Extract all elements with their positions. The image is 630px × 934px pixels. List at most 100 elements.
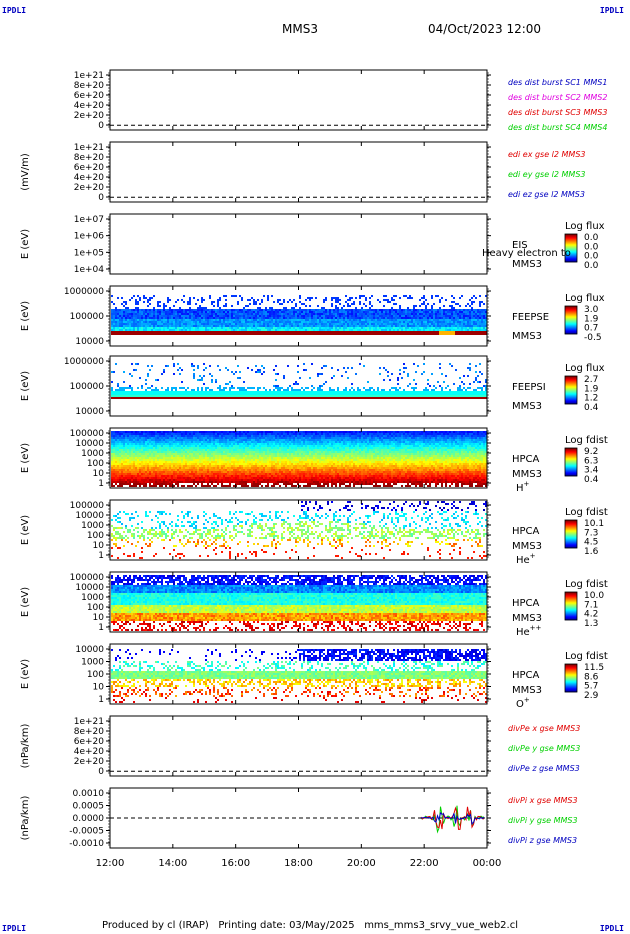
time-tick-label: 18:00 <box>284 858 313 869</box>
time-tick-label: 22:00 <box>410 858 439 869</box>
colorbar-title: Log flux <box>565 293 605 304</box>
y-axis-label: E (eV) <box>20 515 31 545</box>
y-tick-label: 10000 <box>75 407 104 417</box>
colorbar-tick: 1.9 <box>584 384 599 394</box>
y-tick-label: 10 <box>93 541 105 551</box>
y-tick-label: 1000 <box>81 449 104 459</box>
y-tick-label: 10000 <box>75 439 104 449</box>
colorbar-tick: 9.2 <box>584 447 598 457</box>
colorbar-tick: 1.9 <box>584 314 599 324</box>
y-tick-label: 1 <box>98 695 104 705</box>
y-tick-label: 4e+20 <box>74 101 105 111</box>
y-tick-label: 2e+20 <box>74 757 105 767</box>
time-tick-label: 20:00 <box>347 858 376 869</box>
panel-feepse <box>106 285 578 347</box>
y-tick-label: 0.0005 <box>73 802 105 812</box>
legend-entry: des dist burst SC1 MMS1 <box>508 78 607 87</box>
legend-entry: divPi x gse MMS3 <box>508 796 578 805</box>
colorbar-tick: 0.0 <box>584 233 599 243</box>
footer-credits: Produced by cl (IRAP) Printing date: 03/… <box>102 920 519 931</box>
spacecraft-label: MMS3 <box>512 685 542 696</box>
instrument-label: HPCA <box>512 670 540 681</box>
y-axis-label: E (eV) <box>20 587 31 617</box>
y-tick-label: 100 <box>87 459 104 469</box>
y-axis-label: (nPa/km) <box>20 724 31 769</box>
species-label: He++ <box>516 624 542 638</box>
colorbar-tick: 7.3 <box>584 528 598 538</box>
y-tick-label: 0.0010 <box>73 789 105 799</box>
colorbar-tick: 0.0 <box>584 252 599 262</box>
y-tick-label: 0 <box>98 121 104 131</box>
colorbar-frame <box>564 519 578 549</box>
legend-entry: des dist burst SC2 MMS2 <box>508 93 607 102</box>
y-tick-label: 100 <box>87 603 104 613</box>
corner-label-top-left: IPDLI <box>2 6 27 15</box>
y-tick-label: 1000 <box>81 521 104 531</box>
corner-label-top-right: IPDLI <box>599 6 624 15</box>
y-tick-label: 8e+20 <box>74 81 105 91</box>
time-tick-label: 14:00 <box>158 858 187 869</box>
instrument-label: FEEPSI <box>512 382 546 393</box>
colorbar-tick: -0.5 <box>584 333 602 343</box>
colorbar-frame <box>564 447 578 477</box>
legend-entry: divPi y gse MMS3 <box>508 816 578 825</box>
y-axis-label: E (eV) <box>20 301 31 331</box>
header-spacecraft: MMS3 <box>282 22 318 36</box>
y-tick-label: 2e+20 <box>74 183 105 193</box>
panel-hpca_o <box>106 643 578 705</box>
panel-hpca_hepp <box>106 571 578 633</box>
colorbar-tick: 2.7 <box>584 375 598 385</box>
y-tick-label: 1000000 <box>64 357 104 367</box>
colorbar-tick: 10.0 <box>584 591 604 601</box>
y-tick-label: 10000 <box>75 645 104 655</box>
y-tick-label: 100000 <box>70 312 105 322</box>
y-tick-label: 4e+20 <box>74 747 105 757</box>
panel-frame <box>109 715 488 777</box>
species-label: He+ <box>516 552 536 566</box>
legend-entry: des dist burst SC4 MMS4 <box>508 123 607 132</box>
y-tick-label: 10 <box>93 469 105 479</box>
colorbar-tick: 1.2 <box>584 394 598 404</box>
y-tick-label: 10 <box>93 683 105 693</box>
y-tick-label: 100000 <box>70 501 105 511</box>
colorbar-tick: 7.1 <box>584 600 598 610</box>
spacecraft-label: MMS3 <box>512 331 542 342</box>
y-tick-label: 1e+05 <box>74 248 104 258</box>
panel-dist <box>106 69 491 131</box>
y-tick-label: 100000 <box>70 429 105 439</box>
colorbar-frame <box>564 305 578 335</box>
instrument-label: HPCA <box>512 598 540 609</box>
legend-entry: edi ey gse l2 MMS3 <box>508 170 586 179</box>
spacecraft-label: MMS3 <box>512 541 542 552</box>
spacecraft-label: MMS3 <box>512 469 542 480</box>
y-tick-label: 10 <box>93 613 105 623</box>
colorbar-tick: 3.0 <box>584 305 599 315</box>
instrument-label: HPCA <box>512 526 540 537</box>
y-tick-label: -0.0010 <box>69 839 104 849</box>
y-tick-label: 6e+20 <box>74 91 105 101</box>
legend-entry: divPi z gse MMS3 <box>508 836 577 845</box>
y-tick-label: 1e+06 <box>74 232 105 242</box>
y-tick-label: 1e+04 <box>74 265 105 275</box>
y-tick-label: 100000 <box>70 573 105 583</box>
panel-divpe <box>106 715 491 777</box>
colorbar-tick: 1.6 <box>584 547 599 557</box>
y-tick-label: 0.0000 <box>73 814 105 824</box>
colorbar-title: Log fdist <box>565 579 608 590</box>
colorbar-title: Log fdist <box>565 651 608 662</box>
colorbar-frame <box>564 663 578 693</box>
y-tick-label: 100 <box>87 670 104 680</box>
colorbar-title: Log fdist <box>565 435 608 446</box>
y-tick-label: 1e+07 <box>74 215 104 225</box>
colorbar-tick: 8.6 <box>584 672 599 682</box>
corner-label-bottom-right: IPDLI <box>599 924 624 933</box>
colorbar-tick: 0.7 <box>584 324 598 334</box>
colorbar-tick: 0.0 <box>584 261 599 271</box>
colorbar-title: Log flux <box>565 363 605 374</box>
colorbar-frame <box>564 375 578 405</box>
y-tick-label: 2e+20 <box>74 111 105 121</box>
y-tick-label: 0 <box>98 193 104 203</box>
colorbar-tick: 10.1 <box>584 519 604 529</box>
y-tick-label: 1000 <box>81 593 104 603</box>
